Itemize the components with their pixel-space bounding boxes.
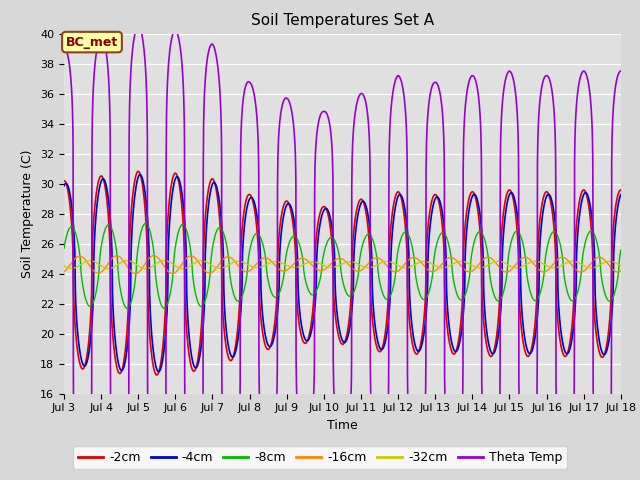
-16cm: [60, 269, 68, 275]
Theta Temp: [274, 155, 282, 160]
-8cm: [606, 298, 614, 304]
-2cm: [124, 321, 131, 326]
-32cm: [124, 258, 131, 264]
-32cm: [298, 263, 306, 268]
-16cm: [131, 271, 139, 276]
-4cm: [617, 192, 625, 197]
-4cm: [136, 172, 144, 178]
-16cm: [298, 255, 306, 261]
Theta Temp: [60, 46, 68, 51]
-8cm: [617, 247, 625, 253]
-2cm: [298, 336, 306, 341]
Line: Theta Temp: Theta Temp: [64, 26, 621, 480]
-8cm: [157, 300, 164, 306]
-32cm: [157, 258, 164, 264]
Line: -32cm: -32cm: [64, 261, 621, 269]
Title: Soil Temperatures Set A: Soil Temperatures Set A: [251, 13, 434, 28]
-16cm: [606, 264, 614, 270]
Theta Temp: [298, 436, 306, 442]
Line: -8cm: -8cm: [64, 223, 621, 309]
-2cm: [60, 178, 68, 183]
Theta Temp: [124, 464, 131, 470]
X-axis label: Time: Time: [327, 419, 358, 432]
-4cm: [155, 369, 163, 374]
Theta Temp: [617, 68, 625, 74]
Line: -4cm: -4cm: [64, 175, 621, 372]
-2cm: [153, 372, 161, 378]
Theta Temp: [547, 79, 554, 85]
-4cm: [124, 342, 131, 348]
-4cm: [274, 306, 282, 312]
-4cm: [547, 193, 554, 199]
Line: -16cm: -16cm: [64, 255, 621, 274]
-8cm: [60, 245, 68, 251]
-4cm: [606, 328, 614, 334]
-32cm: [60, 263, 68, 269]
-8cm: [547, 233, 554, 239]
-16cm: [547, 265, 554, 271]
-8cm: [142, 220, 150, 226]
-2cm: [134, 168, 142, 174]
Line: -2cm: -2cm: [64, 171, 621, 375]
-4cm: [157, 365, 164, 371]
-16cm: [124, 264, 131, 270]
Theta Temp: [606, 428, 614, 433]
-32cm: [274, 259, 282, 264]
-16cm: [150, 252, 157, 258]
-16cm: [617, 268, 625, 274]
Legend: -2cm, -4cm, -8cm, -16cm, -32cm, Theta Temp: -2cm, -4cm, -8cm, -16cm, -32cm, Theta Te…: [73, 446, 567, 469]
Text: BC_met: BC_met: [66, 36, 118, 48]
-8cm: [274, 293, 282, 299]
-2cm: [606, 310, 614, 316]
-32cm: [142, 266, 150, 272]
-8cm: [298, 252, 306, 258]
-4cm: [298, 325, 306, 331]
-16cm: [274, 265, 282, 271]
-2cm: [617, 187, 625, 193]
-16cm: [157, 258, 164, 264]
-32cm: [606, 258, 614, 264]
-8cm: [124, 305, 131, 311]
Theta Temp: [134, 23, 142, 29]
-2cm: [274, 251, 282, 256]
-8cm: [161, 306, 168, 312]
-32cm: [617, 263, 625, 268]
-2cm: [547, 197, 554, 203]
-2cm: [157, 360, 164, 365]
-4cm: [60, 183, 68, 189]
-32cm: [547, 264, 554, 270]
Y-axis label: Soil Temperature (C): Soil Temperature (C): [22, 149, 35, 278]
-32cm: [161, 258, 168, 264]
